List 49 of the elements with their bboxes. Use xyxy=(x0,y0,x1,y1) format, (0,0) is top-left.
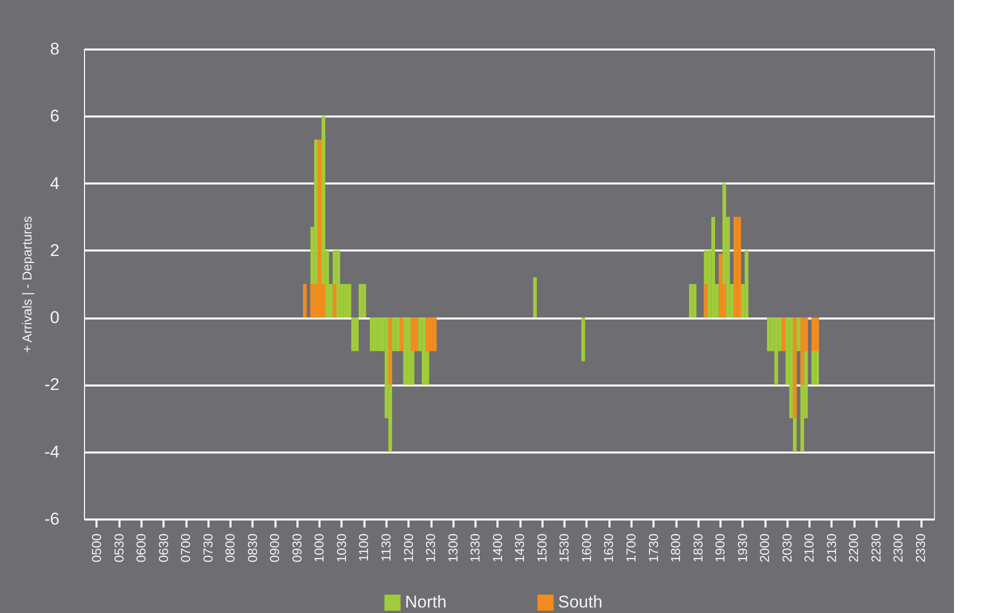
y-tick-label: 0 xyxy=(50,308,60,328)
x-tick-label: 1500 xyxy=(534,534,550,562)
x-tick-label: 1400 xyxy=(490,534,505,562)
x-tick-label: 0800 xyxy=(222,534,238,562)
x-tick-label: 0530 xyxy=(111,534,126,562)
x-tick-label: 0700 xyxy=(178,534,194,562)
y-axis-title: + Arrivals | - Departures xyxy=(19,216,34,353)
x-tick-label: 1000 xyxy=(312,534,327,562)
y-tick-label: -4 xyxy=(44,442,60,462)
x-tick-label: 1130 xyxy=(378,534,394,562)
x-tick-label: 2230 xyxy=(868,534,884,562)
y-tick-label: 2 xyxy=(50,240,60,260)
y-tick-label: -6 xyxy=(44,510,60,528)
x-tick-label: 0500 xyxy=(88,534,104,562)
y-tick-label: 4 xyxy=(50,174,60,193)
x-tick-label: 0730 xyxy=(200,534,216,562)
x-tick-label: 1630 xyxy=(601,534,616,562)
x-tick-label: 1530 xyxy=(556,534,572,562)
x-tick-label: 1030 xyxy=(334,534,349,562)
y-tick-label: 8 xyxy=(50,40,60,58)
x-tick-label: 1730 xyxy=(646,534,661,562)
x-tick-label: 1830 xyxy=(690,534,706,562)
x-tick-label: 2030 xyxy=(779,534,794,562)
x-tick-label: 0830 xyxy=(244,534,260,562)
y-tick-label: 6 xyxy=(50,106,60,126)
x-tick-label: 0630 xyxy=(156,534,171,562)
x-tick-label: 2100 xyxy=(802,534,817,562)
x-tick-label: 0600 xyxy=(134,534,149,562)
x-tick-label: 1230 xyxy=(423,534,438,562)
legend-label: North xyxy=(405,592,447,612)
x-tick-label: 1300 xyxy=(445,534,460,562)
x-tick-label: 2330 xyxy=(913,534,928,562)
x-tick-label: 2130 xyxy=(824,534,839,562)
x-tick-label: 2200 xyxy=(846,534,862,562)
x-tick-label: 1900 xyxy=(712,534,728,562)
x-tick-label: 0930 xyxy=(289,534,304,562)
x-tick-label: 1600 xyxy=(578,534,594,562)
x-tick-label: 1200 xyxy=(400,534,416,562)
x-tick-label: 1330 xyxy=(468,534,483,562)
x-tick-label: 1800 xyxy=(668,534,684,562)
x-tick-label: 2000 xyxy=(757,534,772,562)
y-tick-label: -2 xyxy=(44,375,60,394)
x-tick-label: 1700 xyxy=(623,534,638,562)
x-tick-label: 2300 xyxy=(890,534,906,562)
x-tick-label: 1930 xyxy=(734,534,750,562)
x-tick-label: 1100 xyxy=(356,534,372,562)
x-tick-label: 0900 xyxy=(267,534,282,562)
legend-label: South xyxy=(558,592,602,612)
x-tick-label: 1430 xyxy=(512,534,528,562)
